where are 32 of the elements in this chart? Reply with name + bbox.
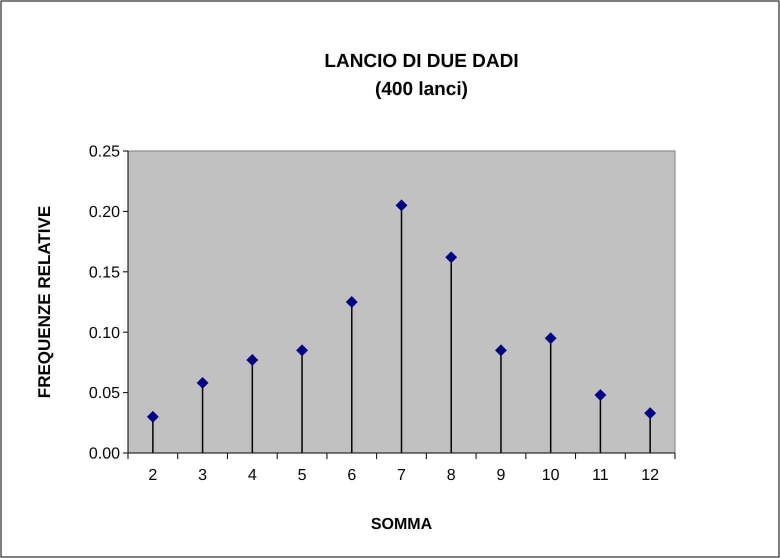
x-axis-title: SOMMA xyxy=(370,516,433,533)
x-tick-label: 11 xyxy=(592,467,609,484)
point xyxy=(296,344,308,356)
x-tick-label: 4 xyxy=(248,467,257,484)
x-tick-label: 10 xyxy=(542,467,560,484)
x-tick-label: 3 xyxy=(198,467,208,484)
point xyxy=(594,389,606,401)
point xyxy=(396,199,408,212)
chart-subtitle: (400 lanci) xyxy=(375,79,468,100)
x-tick-label: 8 xyxy=(446,467,456,484)
y-tick-label: 0.20 xyxy=(88,204,120,221)
point xyxy=(544,332,557,344)
point xyxy=(495,344,507,356)
y-axis-title: FREQUENZE RELATIVE xyxy=(35,206,54,398)
point xyxy=(445,251,458,264)
point xyxy=(246,354,258,366)
y-tick-label: 0.25 xyxy=(88,144,120,161)
chart-title: LANCIO DI DUE DADI xyxy=(324,51,519,72)
point xyxy=(196,376,209,389)
y-tick-label: 0.00 xyxy=(88,446,120,463)
point xyxy=(644,407,656,420)
y-tick-label: 0.10 xyxy=(88,324,120,342)
point xyxy=(346,296,358,308)
x-tick-label: 9 xyxy=(496,467,506,484)
y-tick-label: 0.05 xyxy=(88,385,120,402)
x-tick-label: 12 xyxy=(641,467,660,484)
x-tick-label: 7 xyxy=(397,467,406,484)
point xyxy=(146,410,159,423)
y-tick-label: 0.15 xyxy=(88,264,120,282)
x-tick-label: 6 xyxy=(347,467,356,484)
x-tick-label: 5 xyxy=(298,467,307,484)
x-tick-label: 2 xyxy=(148,467,158,484)
